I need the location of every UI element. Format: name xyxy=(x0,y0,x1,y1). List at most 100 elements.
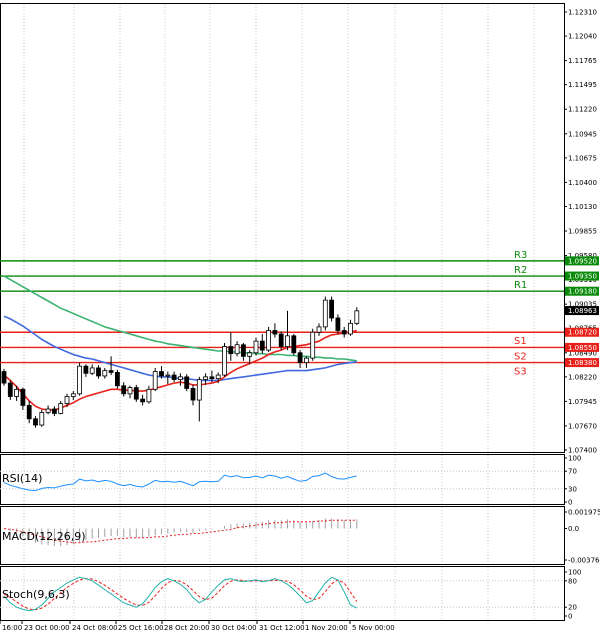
price-tick-label: 1.09855 xyxy=(568,228,597,236)
macd-axis: 0.001975 0.0 -0.003764 xyxy=(564,509,600,565)
candle-body-down xyxy=(329,299,335,319)
candle-body-up xyxy=(322,299,328,328)
candle xyxy=(190,384,196,406)
candle-body-down xyxy=(108,370,114,373)
stoch-tick-label: 0 xyxy=(568,613,572,621)
price-tick-label: 1.10130 xyxy=(568,203,597,211)
candle-body-up xyxy=(247,352,253,357)
level-name-r1: R1 xyxy=(514,280,527,291)
candle-body-down xyxy=(228,346,234,355)
candlesticks xyxy=(1,296,360,428)
rsi-tick-label: 0 xyxy=(568,499,572,507)
candle xyxy=(278,331,284,351)
candle-body-down xyxy=(272,330,278,335)
stoch-k-line xyxy=(3,576,358,612)
pivot-levels: R3 R2 R1 S1 S2 S3 xyxy=(0,250,564,378)
candle-body-down xyxy=(52,408,57,414)
candle xyxy=(20,387,26,410)
level-name-s2: S2 xyxy=(514,351,527,362)
level-tag-s2 xyxy=(565,342,599,352)
macd-histogram xyxy=(9,518,358,547)
candle-body-up xyxy=(215,374,221,380)
macd-label: MACD(12,26,9) xyxy=(2,530,86,543)
candle-body-down xyxy=(209,376,215,380)
time-tick-label: 5 Nov 00:00 xyxy=(352,624,395,632)
macd-tick-label: 0.0 xyxy=(568,525,579,533)
candle xyxy=(1,368,7,386)
candle xyxy=(45,405,51,415)
price-tick-label: 1.09580 xyxy=(568,252,597,260)
price-tick-label: 1.10400 xyxy=(568,179,597,187)
candle xyxy=(329,296,335,322)
stoch-panel-frame xyxy=(0,566,565,621)
main-panel-frame xyxy=(0,3,565,453)
candle xyxy=(77,362,82,396)
stoch-tick-label: 100 xyxy=(568,569,581,577)
level-tag-s1 xyxy=(565,327,599,337)
level-tag-label-r3: 1.09520 xyxy=(568,257,597,265)
candle-body-up xyxy=(165,374,171,377)
candle xyxy=(266,326,272,352)
candle-body-up xyxy=(310,331,316,359)
candle xyxy=(203,373,209,385)
candle xyxy=(165,371,171,384)
price-tick-label: 1.11220 xyxy=(568,106,597,114)
candle xyxy=(184,374,190,392)
level-name-r3: R3 xyxy=(514,250,527,261)
price-tick-label: 1.12040 xyxy=(568,33,597,41)
candle xyxy=(240,342,246,361)
price-tick-label: 1.07945 xyxy=(568,398,597,406)
stoch-tick-label: 80 xyxy=(568,577,577,585)
candle xyxy=(215,372,221,384)
candle-body-down xyxy=(83,365,89,374)
candle xyxy=(234,341,240,357)
candle-body-up xyxy=(70,393,76,397)
price-tick-label: 1.10675 xyxy=(568,154,597,162)
candle-body-up xyxy=(266,330,272,351)
candle xyxy=(58,400,64,415)
candle xyxy=(7,380,13,401)
candle xyxy=(108,356,114,376)
time-tick-label: 31 Oct 12:00 xyxy=(259,624,305,632)
candle-body-down xyxy=(159,371,164,377)
candle xyxy=(177,373,183,386)
macd-panel: MACD(12,26,9) 0.001975 0.0 -0.003764 xyxy=(2,509,600,565)
price-axis: 1.12310 1.12040 1.11765 1.11495 1.11220 1.109… xyxy=(564,9,597,455)
candle-body-up xyxy=(39,412,45,426)
candle xyxy=(159,366,164,379)
level-tag-label-s2: 1.08550 xyxy=(568,344,597,352)
candle-body-down xyxy=(184,376,190,389)
candle-body-down xyxy=(1,371,7,384)
candle-body-down xyxy=(171,374,177,380)
candle xyxy=(316,323,322,336)
price-tick-label: 1.11765 xyxy=(568,57,597,65)
candle-body-down xyxy=(133,387,139,400)
rsi-label: RSI(14) xyxy=(2,472,42,485)
rsi-panel: RSI(14) 100 70 30 0 xyxy=(2,455,581,507)
candle xyxy=(291,334,297,356)
candle-body-down xyxy=(140,398,146,403)
candle xyxy=(303,356,309,368)
candle xyxy=(335,314,341,335)
current-price-label: 1.08963 xyxy=(568,307,597,315)
rsi-tick-label: 70 xyxy=(568,468,577,476)
price-tick-label: 1.08490 xyxy=(568,349,597,357)
candle-body-down xyxy=(33,418,38,426)
price-tick-label: 1.08220 xyxy=(568,373,597,381)
time-tick-label: 16:00 xyxy=(2,624,22,632)
candle xyxy=(83,364,89,377)
rsi-line xyxy=(3,472,357,492)
candle xyxy=(102,367,108,379)
candle xyxy=(70,391,76,401)
candle-body-up xyxy=(354,310,360,324)
candle-body-up xyxy=(316,326,322,333)
time-axis: 16:00 23 Oct 00:00 24 Oct 08:00 25 Oct 16:0… xyxy=(0,621,395,632)
rsi-panel-frame xyxy=(0,454,565,505)
stoch-d-line xyxy=(3,578,358,611)
candle-body-up xyxy=(285,335,290,347)
rsi-tick-label: 30 xyxy=(568,485,577,493)
candle-body-up xyxy=(127,387,133,395)
candle xyxy=(259,334,265,354)
